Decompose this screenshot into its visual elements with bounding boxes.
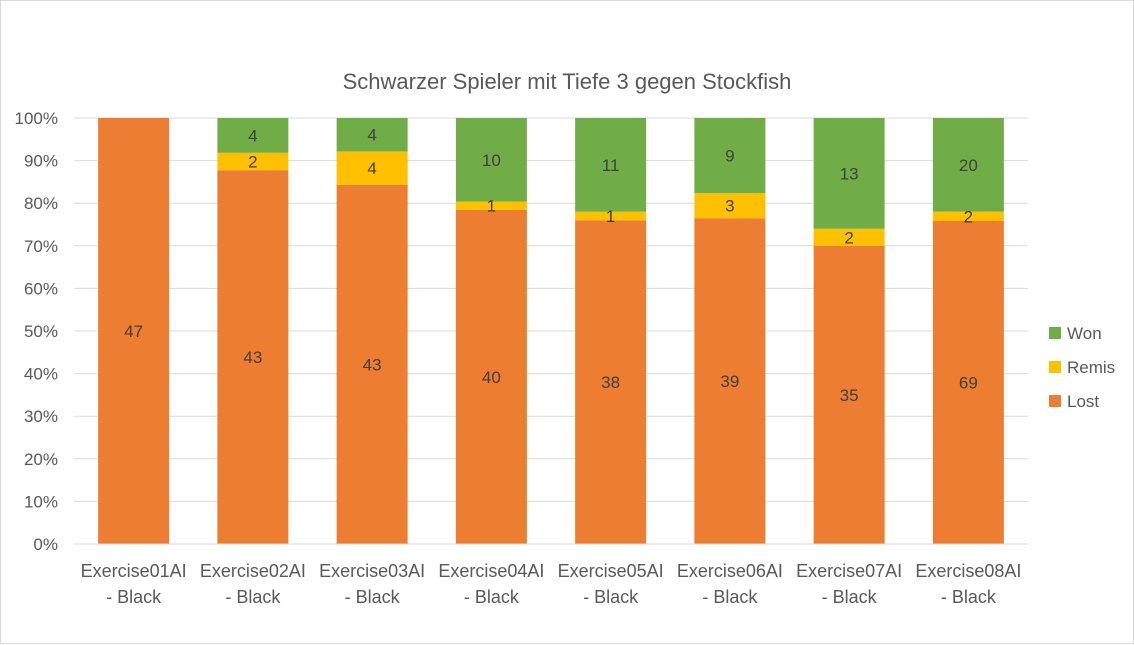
bar-segment-lost: [217, 170, 289, 544]
data-label-remis: 2: [844, 228, 853, 247]
gridlines: [74, 117, 1028, 545]
x-tick-label: Exercise07AI: [796, 561, 902, 581]
bar-segment-won: [455, 118, 527, 202]
legend-label-lost: Lost: [1067, 392, 1099, 411]
bar-segment-lost: [932, 220, 1004, 544]
y-tick-label: 40%: [24, 365, 58, 384]
data-label-won: 20: [959, 156, 978, 175]
bar-segment-lost: [98, 118, 170, 544]
x-tick-label: Exercise01AI: [81, 561, 187, 581]
data-label-remis: 1: [606, 207, 615, 226]
bar-segment-won: [932, 118, 1004, 212]
data-label-remis: 2: [964, 207, 973, 226]
x-tick-label: Exercise05AI: [558, 561, 664, 581]
bar-segment-won: [217, 118, 289, 153]
x-tick-label: - Black: [464, 587, 520, 607]
bar-segment-remis: [336, 151, 408, 185]
y-tick-label: 30%: [24, 407, 58, 426]
bar-segment-remis: [217, 152, 289, 171]
x-tick-label: Exercise06AI: [677, 561, 783, 581]
data-label-won: 9: [725, 147, 734, 166]
y-tick-label: 0%: [33, 535, 58, 554]
x-axis: Exercise01AI - Black Exercise02AI - Black Ex…: [74, 543, 1028, 607]
chart-title: Schwarzer Spieler mit Tiefe 3 gegen Stoc…: [343, 69, 792, 94]
y-tick-label: 70%: [24, 237, 58, 256]
data-label-lost: 43: [243, 348, 262, 367]
data-label-won: 4: [248, 126, 257, 145]
y-tick-label: 80%: [24, 194, 58, 213]
data-label-lost: 35: [840, 386, 859, 405]
x-tick-label: Exercise02AI: [200, 561, 306, 581]
y-tick-label: 50%: [24, 322, 58, 341]
bar-segment-lost: [694, 218, 766, 544]
x-tick-label: - Black: [702, 587, 758, 607]
bar-segment-lost: [575, 220, 647, 545]
data-label-lost: 39: [720, 372, 739, 391]
x-tick-label: - Black: [106, 587, 162, 607]
bar-segment-won: [575, 118, 647, 212]
x-tick-label: - Black: [345, 587, 401, 607]
x-tick-label: - Black: [225, 587, 281, 607]
y-tick-label: 20%: [24, 450, 58, 469]
x-tick-label: Exercise03AI: [319, 561, 425, 581]
y-tick-label: 10%: [24, 492, 58, 511]
bar-segment-lost: [455, 209, 527, 544]
y-tick-label: 100%: [15, 109, 58, 128]
x-tick-label: - Black: [941, 587, 997, 607]
x-tick-label: - Black: [583, 587, 639, 607]
legend-label-won: Won: [1067, 324, 1102, 343]
data-label-lost: 40: [482, 368, 501, 387]
x-tick-label: Exercise04AI: [438, 561, 544, 581]
data-label-lost: 69: [959, 373, 978, 392]
x-tick-label: Exercise08AI: [915, 561, 1021, 581]
data-label-lost: 43: [363, 355, 382, 374]
bar-segment-won: [694, 118, 766, 194]
data-label-lost: 47: [124, 322, 143, 341]
bar-segment-lost: [336, 184, 408, 544]
bar-segment-remis: [455, 201, 527, 210]
bar-segment-won: [813, 118, 885, 229]
data-label-won: 10: [482, 151, 501, 170]
legend: Won Remis Lost: [1049, 324, 1115, 411]
data-label-won: 13: [840, 164, 859, 183]
legend-swatch-won: [1049, 327, 1061, 339]
data-label-remis: 2: [248, 152, 257, 171]
y-tick-label: 90%: [24, 152, 58, 171]
legend-label-remis: Remis: [1067, 358, 1115, 377]
bar-segment-remis: [932, 211, 1004, 221]
data-label-remis: 4: [367, 159, 376, 178]
bar-segment-won: [336, 118, 408, 152]
data-label-lost: 38: [601, 373, 620, 392]
legend-swatch-remis: [1049, 361, 1061, 373]
y-axis: 0% 10% 20% 30% 40% 50% 60% 70% 80% 90% 100%: [15, 109, 58, 554]
bar-segment-remis: [575, 211, 647, 221]
data-label-won: 11: [602, 156, 620, 175]
legend-swatch-lost: [1049, 395, 1061, 407]
y-tick-label: 60%: [24, 279, 58, 298]
x-tick-label: - Black: [822, 587, 878, 607]
data-label-won: 4: [367, 126, 376, 145]
data-label-remis: 3: [725, 197, 734, 216]
bars: [98, 118, 1004, 545]
bar-segment-remis: [813, 228, 885, 246]
bar-segment-lost: [813, 245, 885, 545]
bar-segment-remis: [694, 193, 766, 219]
data-label-remis: 1: [487, 197, 496, 216]
